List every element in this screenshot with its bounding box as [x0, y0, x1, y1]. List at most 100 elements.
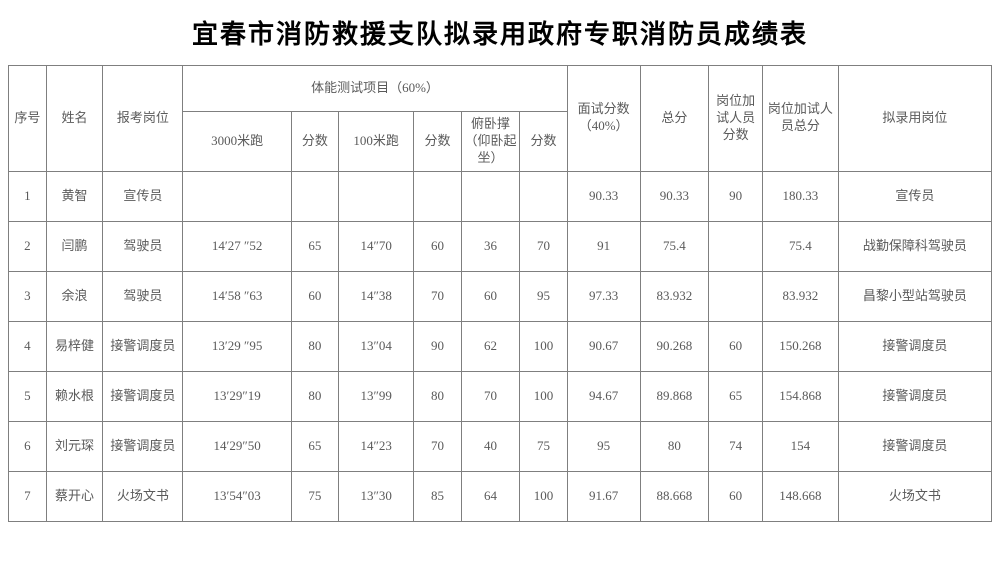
cell-extra_score: 74 [709, 421, 763, 471]
cell-total: 83.932 [640, 271, 708, 321]
cell-s1: 75 [291, 471, 338, 521]
cell-s3: 70 [520, 221, 567, 271]
cell-pushup: 40 [461, 421, 520, 471]
cell-recruit_pos: 接警调度员 [838, 421, 991, 471]
col-extra-score: 岗位加试人员分数 [709, 66, 763, 172]
cell-extra_total: 83.932 [763, 271, 838, 321]
cell-recruit_pos: 战勤保障科驾驶员 [838, 221, 991, 271]
cell-seq: 5 [9, 371, 47, 421]
cell-s1 [291, 171, 338, 221]
cell-s2: 80 [414, 371, 461, 421]
cell-interview: 90.33 [567, 171, 640, 221]
cell-extra_total: 75.4 [763, 221, 838, 271]
cell-extra_total: 154 [763, 421, 838, 471]
table-row: 1黄智宣传员90.3390.3390180.33宣传员 [9, 171, 992, 221]
cell-pushup: 36 [461, 221, 520, 271]
cell-name: 黄智 [46, 171, 103, 221]
col-pushup: 俯卧撑（仰卧起坐） [461, 112, 520, 172]
cell-seq: 2 [9, 221, 47, 271]
table-row: 2闫鹏驾驶员14′27 ″526514″706036709175.475.4战勤… [9, 221, 992, 271]
col-total: 总分 [640, 66, 708, 172]
cell-run3000: 13′29″19 [183, 371, 291, 421]
cell-run3000: 14′27 ″52 [183, 221, 291, 271]
cell-run100 [338, 171, 413, 221]
cell-apply_pos: 接警调度员 [103, 321, 183, 371]
cell-run100: 14″38 [338, 271, 413, 321]
cell-recruit_pos: 接警调度员 [838, 321, 991, 371]
page-title: 宜春市消防救援支队拟录用政府专职消防员成绩表 [8, 14, 992, 51]
cell-recruit_pos: 昌黎小型站驾驶员 [838, 271, 991, 321]
col-extra-total: 岗位加试人员总分 [763, 66, 838, 172]
cell-s3 [520, 171, 567, 221]
cell-pushup: 62 [461, 321, 520, 371]
cell-s3: 100 [520, 471, 567, 521]
table-row: 4易梓健接警调度员13′29 ″958013″04906210090.6790.… [9, 321, 992, 371]
cell-apply_pos: 驾驶员 [103, 271, 183, 321]
cell-extra_score: 60 [709, 321, 763, 371]
cell-seq: 4 [9, 321, 47, 371]
cell-s2: 70 [414, 421, 461, 471]
cell-s1: 80 [291, 321, 338, 371]
cell-seq: 1 [9, 171, 47, 221]
cell-name: 易梓健 [46, 321, 103, 371]
cell-s3: 75 [520, 421, 567, 471]
cell-name: 赖水根 [46, 371, 103, 421]
cell-extra_score [709, 221, 763, 271]
cell-total: 80 [640, 421, 708, 471]
cell-run3000: 13′54″03 [183, 471, 291, 521]
cell-run3000 [183, 171, 291, 221]
col-run100: 100米跑 [338, 112, 413, 172]
cell-interview: 91.67 [567, 471, 640, 521]
cell-apply_pos: 接警调度员 [103, 421, 183, 471]
cell-run3000: 14′58 ″63 [183, 271, 291, 321]
cell-extra_total: 154.868 [763, 371, 838, 421]
cell-s2: 70 [414, 271, 461, 321]
cell-pushup [461, 171, 520, 221]
col-physical-group: 体能测试项目（60%） [183, 66, 567, 112]
col-interview: 面试分数（40%） [567, 66, 640, 172]
cell-s2: 90 [414, 321, 461, 371]
col-name: 姓名 [46, 66, 103, 172]
cell-total: 89.868 [640, 371, 708, 421]
cell-name: 刘元琛 [46, 421, 103, 471]
cell-extra_total: 148.668 [763, 471, 838, 521]
col-score2: 分数 [414, 112, 461, 172]
cell-total: 88.668 [640, 471, 708, 521]
cell-run100: 13″30 [338, 471, 413, 521]
table-row: 6刘元琛接警调度员14′29″506514″23704075958074154接… [9, 421, 992, 471]
col-score1: 分数 [291, 112, 338, 172]
cell-extra_total: 180.33 [763, 171, 838, 221]
cell-pushup: 64 [461, 471, 520, 521]
cell-interview: 91 [567, 221, 640, 271]
cell-s1: 80 [291, 371, 338, 421]
cell-s3: 95 [520, 271, 567, 321]
cell-s1: 65 [291, 221, 338, 271]
cell-interview: 94.67 [567, 371, 640, 421]
table-header: 序号 姓名 报考岗位 体能测试项目（60%） 面试分数（40%） 总分 岗位加试… [9, 66, 992, 172]
col-seq: 序号 [9, 66, 47, 172]
cell-run100: 13″99 [338, 371, 413, 421]
cell-interview: 97.33 [567, 271, 640, 321]
cell-name: 余浪 [46, 271, 103, 321]
table-row: 7蔡开心火场文书13′54″037513″30856410091.6788.66… [9, 471, 992, 521]
cell-name: 闫鹏 [46, 221, 103, 271]
cell-pushup: 70 [461, 371, 520, 421]
cell-s3: 100 [520, 321, 567, 371]
table-row: 5赖水根接警调度员13′29″198013″99807010094.6789.8… [9, 371, 992, 421]
col-recruit-pos: 拟录用岗位 [838, 66, 991, 172]
cell-extra_score: 60 [709, 471, 763, 521]
cell-run100: 14″23 [338, 421, 413, 471]
cell-apply_pos: 火场文书 [103, 471, 183, 521]
table-body: 1黄智宣传员90.3390.3390180.33宣传员2闫鹏驾驶员14′27 ″… [9, 171, 992, 521]
cell-s3: 100 [520, 371, 567, 421]
cell-recruit_pos: 宣传员 [838, 171, 991, 221]
cell-recruit_pos: 接警调度员 [838, 371, 991, 421]
cell-total: 75.4 [640, 221, 708, 271]
col-run3000: 3000米跑 [183, 112, 291, 172]
score-table: 序号 姓名 报考岗位 体能测试项目（60%） 面试分数（40%） 总分 岗位加试… [8, 65, 992, 522]
cell-apply_pos: 接警调度员 [103, 371, 183, 421]
cell-name: 蔡开心 [46, 471, 103, 521]
cell-extra_score [709, 271, 763, 321]
cell-run100: 14″70 [338, 221, 413, 271]
cell-apply_pos: 宣传员 [103, 171, 183, 221]
